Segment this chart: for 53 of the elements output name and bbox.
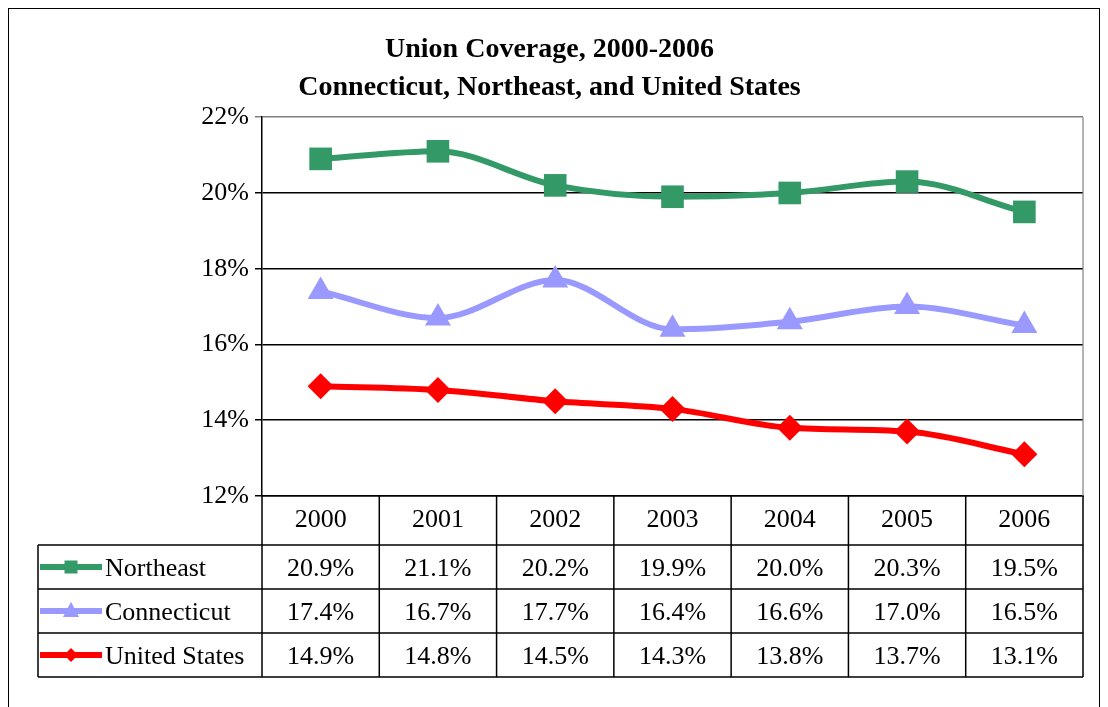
y-tick-label: 22%: [201, 101, 249, 131]
y-tick-label: 14%: [201, 404, 249, 434]
data-label: 16.4%: [638, 596, 707, 626]
point: [424, 376, 451, 403]
point: [894, 418, 921, 445]
data-label: 20.0%: [756, 552, 824, 582]
point: [659, 395, 686, 422]
data-label: 20.9%: [287, 552, 355, 582]
data-label: 13.1%: [990, 640, 1058, 670]
data-label: 17.4%: [287, 596, 355, 626]
x-tick-label: 2003: [646, 504, 699, 534]
y-tick-label: 12%: [201, 479, 249, 509]
legend-label: Connecticut: [105, 596, 232, 626]
y-tick-label: 20%: [201, 176, 249, 206]
data-label: 14.9%: [287, 640, 355, 670]
y-tick-label: 18%: [201, 252, 249, 282]
point: [661, 185, 684, 209]
data-label: 17.0%: [873, 596, 941, 626]
point: [426, 139, 450, 163]
data-label: 16.5%: [990, 596, 1058, 626]
point: [776, 414, 803, 441]
data-label: 14.8%: [404, 640, 472, 670]
x-tick-label: 2005: [881, 504, 934, 534]
data-label: 17.7%: [521, 596, 589, 626]
legend-label: United States: [105, 640, 245, 670]
chart-title: Union Coverage, 2000-2006: [385, 32, 714, 64]
x-tick-label: 2001: [411, 504, 464, 534]
point: [542, 388, 569, 415]
legend-label: Northeast: [105, 552, 207, 582]
point: [895, 170, 919, 193]
point: [778, 181, 802, 205]
x-tick-label: 2006: [998, 504, 1051, 534]
y-tick-label: 16%: [201, 328, 249, 358]
data-label: 13.8%: [756, 640, 824, 670]
x-tick-label: 2002: [529, 504, 582, 534]
data-label: 19.9%: [638, 552, 707, 582]
data-label: 14.3%: [638, 640, 707, 670]
data-label: 20.3%: [873, 552, 941, 582]
data-label: 19.5%: [990, 552, 1058, 582]
x-tick-label: 2004: [763, 504, 816, 534]
x-tick-label: 2000: [294, 504, 347, 534]
point: [309, 147, 332, 171]
data-label: 13.7%: [873, 640, 941, 670]
data-label: 14.5%: [521, 640, 589, 670]
data-label: 21.1%: [404, 552, 472, 582]
point: [307, 373, 334, 400]
chart-subtitle: Connecticut, Northeast, and United States: [298, 69, 801, 101]
data-label: 16.6%: [756, 596, 824, 626]
point: [1013, 200, 1036, 224]
point: [543, 174, 567, 197]
point: [1011, 441, 1038, 468]
data-label: 16.7%: [404, 596, 472, 626]
data-label: 20.2%: [521, 552, 589, 582]
